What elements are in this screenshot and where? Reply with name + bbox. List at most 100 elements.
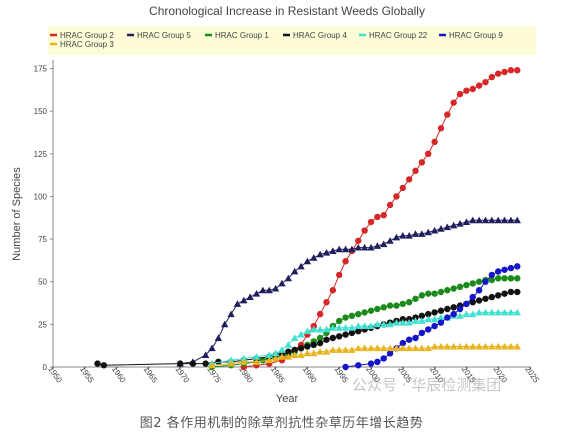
data-point <box>444 287 451 294</box>
data-point <box>316 310 324 318</box>
data-point <box>336 333 343 340</box>
legend-label: HRAC Group 9 <box>449 31 503 40</box>
data-point <box>418 317 426 324</box>
data-point <box>355 362 362 369</box>
data-point <box>488 342 496 350</box>
data-point <box>456 220 464 227</box>
data-point <box>386 350 394 357</box>
data-point <box>348 324 356 331</box>
legend-label: HRAC Group 2 <box>60 31 114 40</box>
data-point <box>488 216 496 224</box>
data-point <box>271 354 280 362</box>
data-point <box>425 290 432 297</box>
data-point <box>233 300 242 307</box>
data-point <box>418 159 426 166</box>
legend-label: HRAC Group 4 <box>293 31 347 40</box>
data-point <box>386 302 394 309</box>
data-point <box>514 275 521 282</box>
data-point <box>462 310 471 318</box>
data-point <box>450 99 457 106</box>
data-point <box>514 263 521 270</box>
data-point <box>291 267 299 275</box>
data-point <box>335 245 343 253</box>
data-point <box>405 298 413 306</box>
data-point <box>425 150 432 158</box>
legend-label: HRAC Group 5 <box>137 31 191 40</box>
data-point <box>322 249 331 256</box>
data-point <box>329 247 337 254</box>
x-axis-title: Year <box>276 393 299 405</box>
data-point <box>437 319 445 326</box>
data-point <box>443 223 451 231</box>
data-point <box>430 315 439 323</box>
data-point <box>456 342 464 350</box>
data-point <box>450 304 457 311</box>
data-point <box>431 309 438 316</box>
data-point <box>463 281 470 289</box>
data-point <box>329 346 337 353</box>
data-point <box>430 342 439 350</box>
data-point <box>475 82 483 89</box>
data-point <box>392 344 401 352</box>
data-point <box>355 310 362 318</box>
series-hrac-group-22 <box>208 308 521 367</box>
x-tick-label: 1985 <box>269 365 287 385</box>
data-point <box>342 258 349 265</box>
data-point <box>367 360 375 367</box>
data-point <box>481 216 490 224</box>
data-point <box>329 334 337 342</box>
data-point <box>374 358 381 366</box>
data-point <box>488 271 496 279</box>
data-point <box>373 320 382 328</box>
data-point <box>513 216 521 224</box>
data-point <box>208 344 216 352</box>
series-line <box>243 69 518 368</box>
data-point <box>335 346 343 353</box>
data-point <box>412 295 419 302</box>
data-point <box>418 312 426 320</box>
data-point <box>329 324 337 331</box>
data-point <box>341 346 350 353</box>
data-point <box>380 320 388 328</box>
data-point <box>221 320 229 328</box>
data-point <box>240 354 248 362</box>
data-point <box>450 310 457 318</box>
data-point <box>475 308 483 316</box>
data-point <box>316 325 324 333</box>
data-point <box>424 344 432 352</box>
data-point <box>475 216 483 224</box>
data-point <box>348 245 356 253</box>
x-tick-label: 1960 <box>110 365 128 385</box>
data-point <box>323 298 330 306</box>
data-point <box>469 310 477 318</box>
data-point <box>456 305 464 313</box>
data-point <box>495 275 502 282</box>
data-point <box>405 231 413 239</box>
data-point <box>431 322 438 330</box>
data-point <box>463 87 470 94</box>
data-point <box>310 325 318 333</box>
data-point <box>284 341 292 348</box>
data-point <box>291 334 299 341</box>
data-point <box>380 240 388 248</box>
data-point <box>469 216 477 224</box>
data-point <box>386 237 394 244</box>
data-point <box>411 230 420 237</box>
data-point <box>380 344 388 352</box>
data-point <box>316 339 324 347</box>
data-point <box>437 307 445 314</box>
y-tick-label: 75 <box>38 235 47 244</box>
data-point <box>214 334 223 341</box>
data-point <box>475 287 483 294</box>
data-point <box>354 322 362 330</box>
data-point <box>329 287 337 294</box>
data-point <box>475 278 483 285</box>
figure-caption: 图2 各作用机制的除草剂抗性杂草历年增长趋势 <box>139 416 424 431</box>
data-point <box>418 344 426 352</box>
data-point <box>405 336 413 343</box>
data-point <box>456 283 464 291</box>
data-point <box>418 329 426 337</box>
data-point <box>316 347 324 355</box>
data-point <box>450 221 458 229</box>
data-point <box>374 305 381 313</box>
